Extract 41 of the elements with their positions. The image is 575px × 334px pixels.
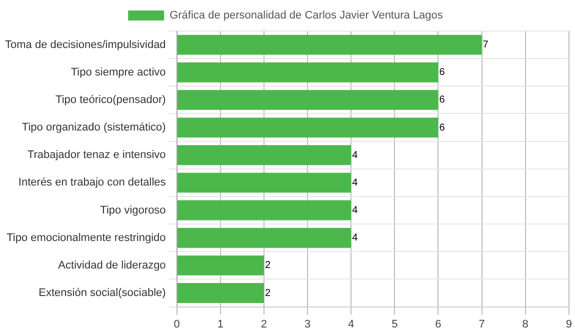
data-label: 2 <box>264 260 271 272</box>
data-label: 4 <box>352 177 358 188</box>
data-label: 6 <box>439 67 446 78</box>
y-tick-label: Tipo emocionalmente restringido <box>6 232 166 244</box>
x-tick-label: 3 <box>304 318 311 330</box>
bar <box>177 255 264 276</box>
x-tick-label: 2 <box>260 318 268 330</box>
x-tick-label: 6 <box>435 318 442 330</box>
y-tick-label: Toma de decisiones/impulsividad <box>4 38 166 51</box>
x-tick-label: 5 <box>392 318 398 330</box>
bar <box>177 228 352 248</box>
bar <box>177 172 352 193</box>
x-tick-label: 0 <box>174 318 180 330</box>
x-tick-label: 7 <box>478 318 485 330</box>
y-tick-label: Tipo teórico(pensador) <box>56 94 166 106</box>
y-tick-label: Interés en trabajo con detalles <box>18 176 166 189</box>
y-tick-label: Trabajador tenaz e intensivo <box>27 149 166 162</box>
y-tick-label: Tipo siempre activo <box>70 66 166 78</box>
y-tick-label: Extensión social(sociable) <box>38 287 166 300</box>
bar <box>177 118 438 138</box>
y-tick-label: Tipo organizado (sistemático) <box>22 122 166 134</box>
bar <box>177 90 438 110</box>
bar <box>177 283 264 303</box>
bar <box>177 34 482 55</box>
x-tick-label: 9 <box>566 318 572 330</box>
data-label: 2 <box>264 288 271 299</box>
data-label: 6 <box>439 122 446 134</box>
y-tick-label: Actividad de liderazgo <box>58 259 166 272</box>
x-tick-label: 1 <box>217 318 224 330</box>
legend-label: Gráfica de personalidad de Carlos Javier Ventura Lagos <box>170 10 444 22</box>
data-label: 4 <box>352 205 358 216</box>
bar <box>177 145 352 166</box>
data-label: 4 <box>352 150 358 161</box>
x-tick-label: 4 <box>348 318 354 330</box>
bar <box>177 200 352 220</box>
data-label: 4 <box>352 232 358 244</box>
bar <box>177 62 438 82</box>
x-tick-label: 8 <box>522 318 528 330</box>
y-tick-label: Tipo vigoroso <box>100 204 166 216</box>
data-label: 7 <box>482 40 489 51</box>
data-label: 6 <box>439 94 446 106</box>
